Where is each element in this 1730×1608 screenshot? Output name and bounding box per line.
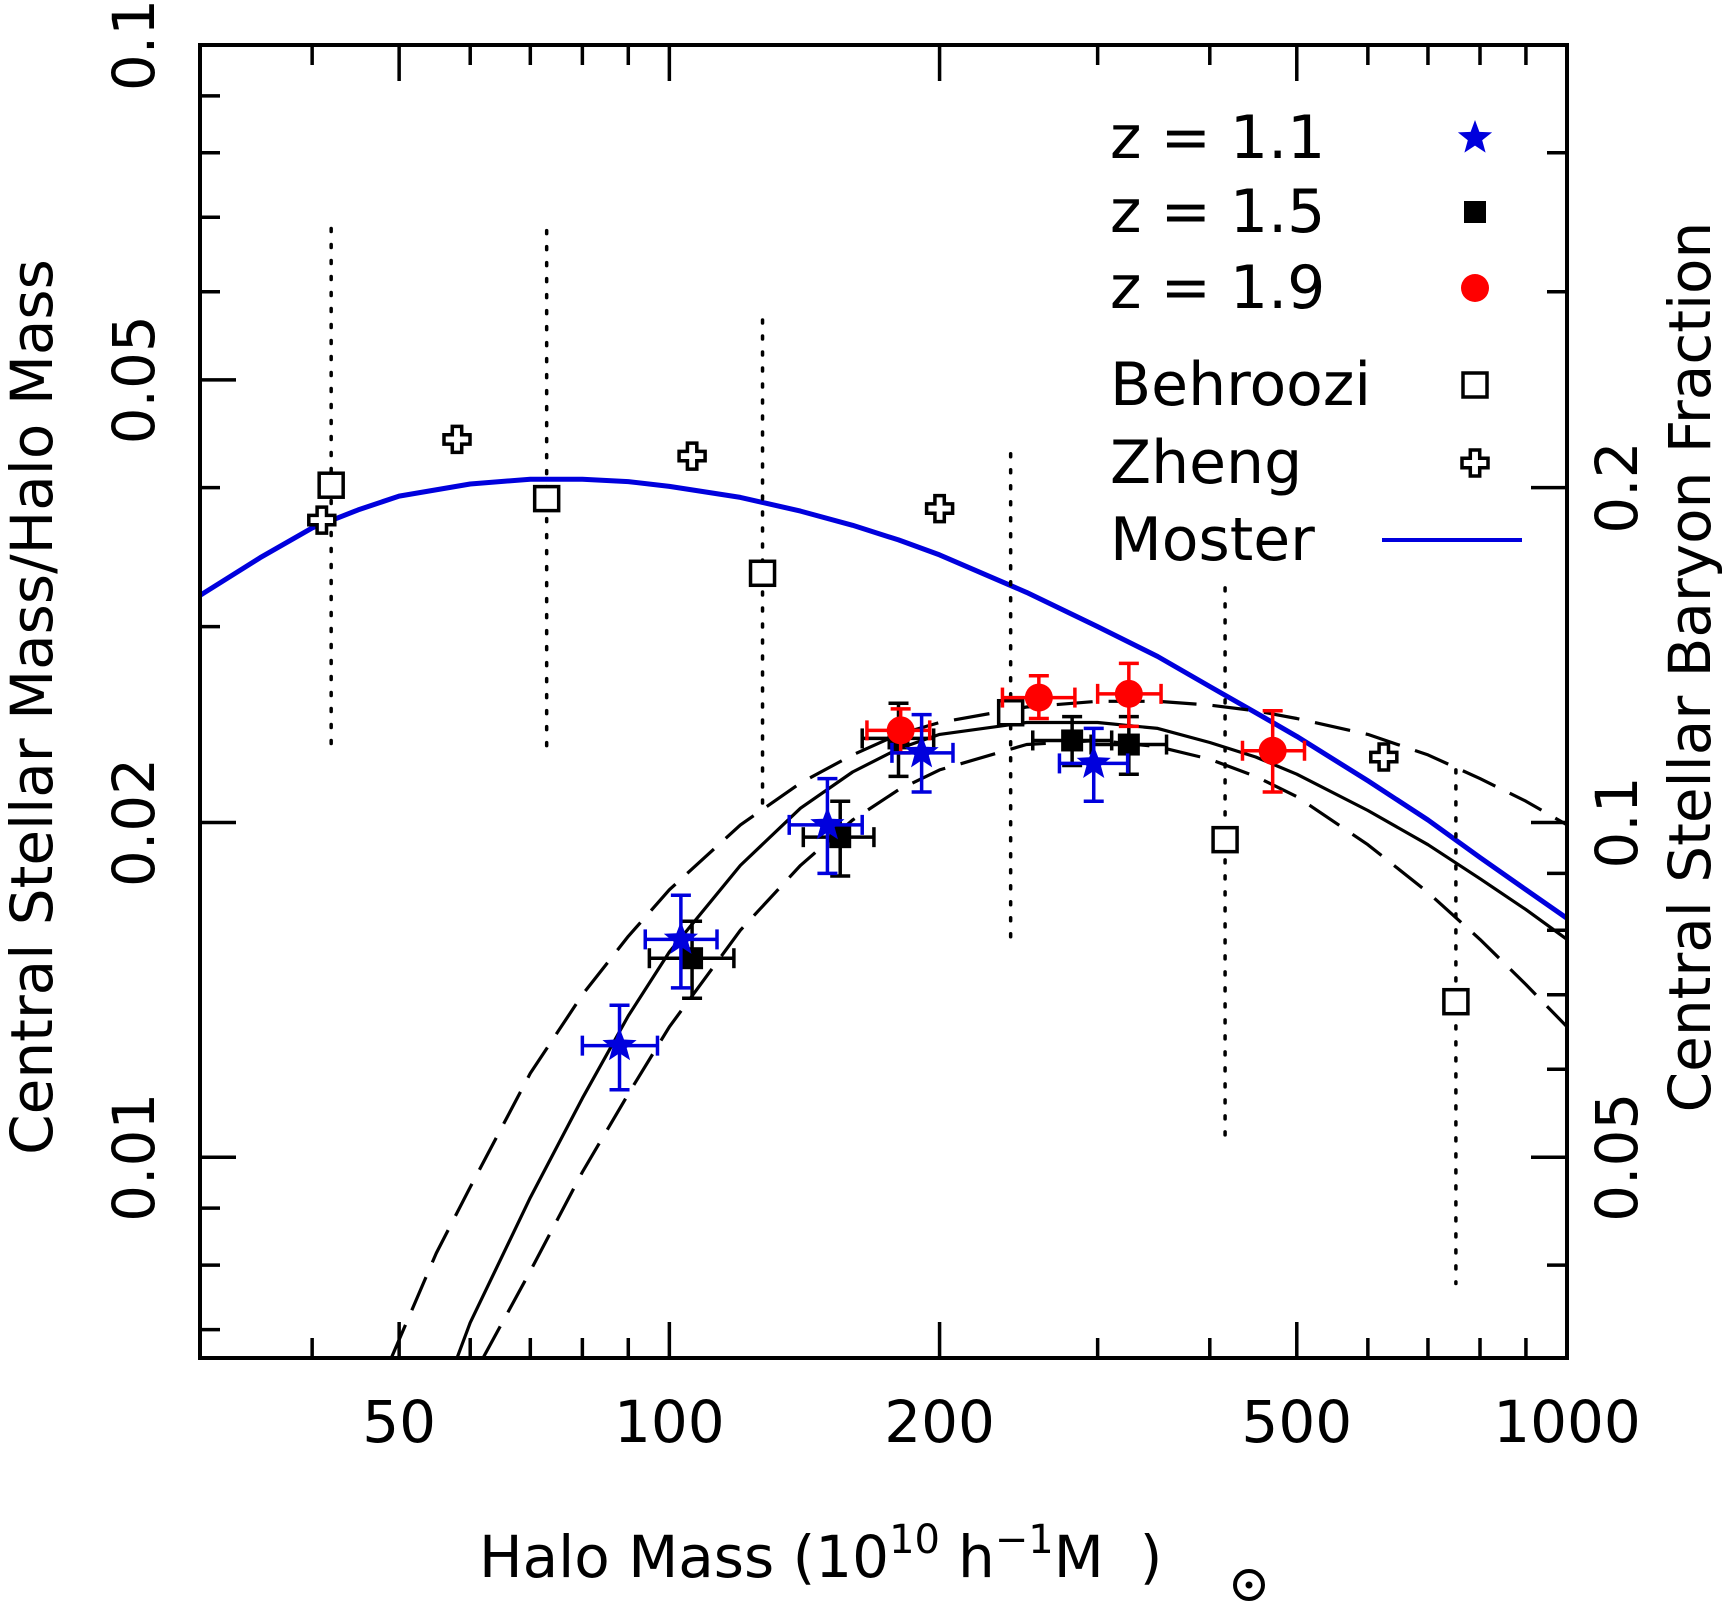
point-star-3 bbox=[904, 734, 939, 768]
dashed-fit-curve-2 bbox=[389, 699, 1567, 1358]
point-open-cross-1 bbox=[442, 424, 472, 455]
solid-fit-curve bbox=[455, 720, 1567, 1358]
y2-tick-label: 0.1 bbox=[1583, 776, 1651, 868]
dashed-fit-curve-3 bbox=[481, 738, 1567, 1358]
point-open-square-4 bbox=[1211, 825, 1239, 854]
x-axis-label-h: h bbox=[958, 1523, 995, 1591]
legend-label-1: z = 1.5 bbox=[1110, 177, 1325, 247]
point-open-square-2 bbox=[748, 559, 777, 588]
point-star-1 bbox=[663, 921, 698, 954]
legend-label-4: Zheng bbox=[1110, 428, 1302, 498]
point-open-square-1 bbox=[532, 484, 561, 513]
point-open-square-3 bbox=[996, 698, 1025, 727]
point-filled-circle-3 bbox=[1258, 736, 1287, 765]
y-axis-label: Central Stellar Mass/Halo Mass bbox=[0, 259, 66, 1155]
point-star-0 bbox=[602, 1027, 637, 1061]
point-filled-circle-2 bbox=[1114, 679, 1143, 708]
point-open-cross-2 bbox=[677, 441, 707, 471]
solar-symbol bbox=[1233, 1569, 1265, 1601]
x-tick-label: 100 bbox=[614, 1388, 725, 1456]
legend-label-0: z = 1.1 bbox=[1110, 103, 1325, 173]
legend-marker-2 bbox=[1461, 274, 1489, 302]
y-tick-label: 0.05 bbox=[100, 315, 168, 444]
x-tick-label: 50 bbox=[362, 1388, 436, 1456]
point-filled-square-0 bbox=[681, 947, 704, 970]
y2-tick-label: 0.2 bbox=[1583, 441, 1651, 533]
x-axis-label-m: M bbox=[1054, 1523, 1104, 1591]
y-tick-label: 0.02 bbox=[100, 758, 168, 887]
plot-frame bbox=[198, 43, 1569, 1360]
legend-label-2: z = 1.9 bbox=[1110, 253, 1325, 323]
x-tick-label: 200 bbox=[884, 1388, 995, 1456]
legend-marker-4 bbox=[1460, 448, 1490, 478]
legend-marker-1 bbox=[1464, 201, 1486, 223]
legend-marker-3 bbox=[1461, 371, 1489, 399]
x-axis-label: Halo Mass (1010 h−1M) bbox=[479, 1517, 1162, 1591]
point-open-cross-0 bbox=[307, 505, 337, 535]
y-tick-label: 0.01 bbox=[100, 1093, 168, 1222]
point-star-2 bbox=[810, 806, 845, 840]
point-filled-circle-1 bbox=[1024, 683, 1053, 712]
point-open-square-0 bbox=[317, 471, 345, 499]
legend-label-5: Moster bbox=[1110, 505, 1315, 575]
x-axis-label-main: Halo Mass (10 bbox=[479, 1523, 889, 1591]
point-open-cross-3 bbox=[924, 493, 955, 524]
x-axis-label-exp: −1 bbox=[995, 1517, 1054, 1563]
x-tick-label: 1000 bbox=[1493, 1388, 1641, 1456]
y2-axis-label: Central Stellar Baryon Fraction bbox=[1656, 222, 1724, 1113]
axes-layer: 50 100 200 500 1000 0.01 0.02 0.05 0.1 0.05 0.1 0.2 bbox=[100, 0, 1651, 1456]
moster-curve bbox=[200, 476, 1567, 921]
legend-label-3: Behroozi bbox=[1110, 350, 1371, 420]
curves-layer bbox=[200, 476, 1567, 1358]
point-filled-circle-0 bbox=[886, 716, 915, 745]
x-axis-label-end: ) bbox=[1140, 1523, 1163, 1591]
x-axis-label-sup: 10 bbox=[889, 1517, 940, 1563]
point-open-square-5 bbox=[1442, 987, 1470, 1016]
point-open-cross-4 bbox=[1369, 742, 1399, 772]
point-filled-square-4 bbox=[1117, 733, 1140, 756]
point-filled-square-3 bbox=[1061, 729, 1084, 752]
point-star-4 bbox=[1076, 745, 1111, 778]
x-tick-label: 500 bbox=[1241, 1388, 1352, 1456]
y-tick-label: 0.1 bbox=[100, 0, 168, 91]
legend-marker-0 bbox=[1457, 120, 1493, 153]
y2-tick-label: 0.05 bbox=[1583, 1093, 1651, 1222]
points-layer bbox=[307, 226, 1470, 1286]
